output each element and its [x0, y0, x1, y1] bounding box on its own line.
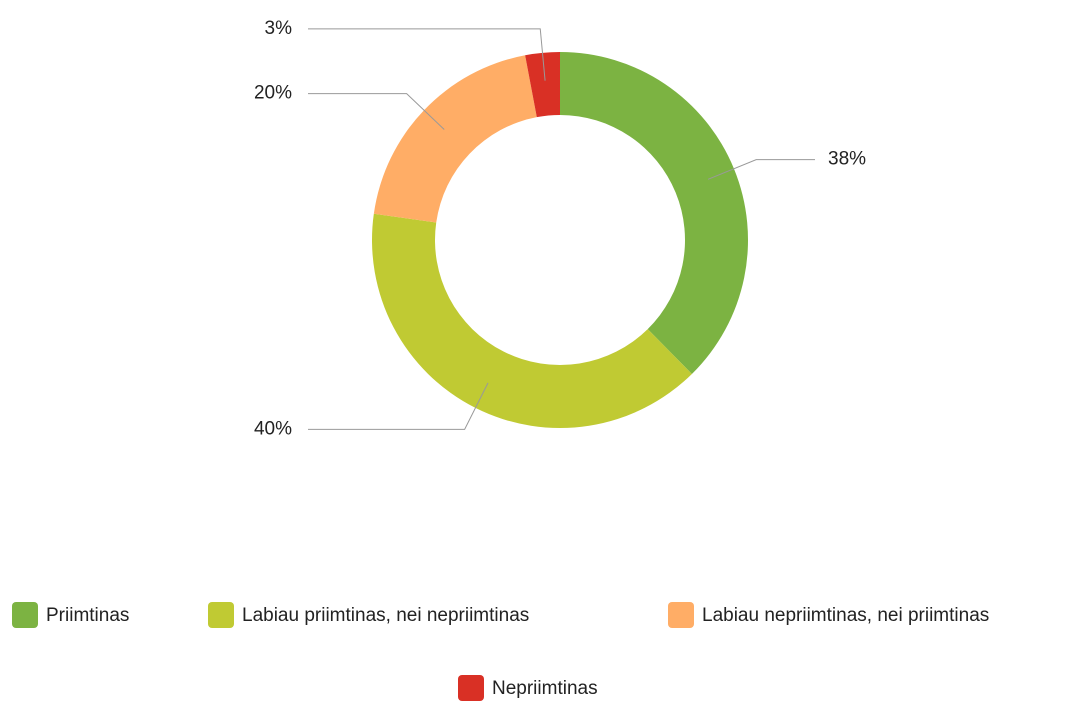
legend-label: Priimtinas	[46, 605, 129, 626]
legend-swatch	[208, 602, 234, 628]
data-label: 3%	[265, 18, 293, 39]
legend-swatch	[458, 675, 484, 701]
data-label: 38%	[828, 149, 866, 170]
data-label: 40%	[254, 418, 292, 439]
legend-label: Labiau priimtinas, nei nepriimtinas	[242, 605, 529, 626]
data-label: 20%	[254, 83, 292, 104]
donut-slice	[372, 213, 692, 428]
donut-slice	[525, 52, 560, 118]
legend-label: Labiau nepriimtinas, nei priimtinas	[702, 605, 989, 626]
leader-line	[308, 382, 489, 430]
leader-line	[308, 28, 546, 81]
legend-swatch	[668, 602, 694, 628]
legend-label: Nepriimtinas	[492, 678, 598, 699]
donut-slice	[373, 55, 537, 223]
leader-line	[707, 159, 815, 180]
donut-slice	[560, 52, 748, 374]
leader-line	[308, 93, 445, 130]
legend-swatch	[12, 602, 38, 628]
